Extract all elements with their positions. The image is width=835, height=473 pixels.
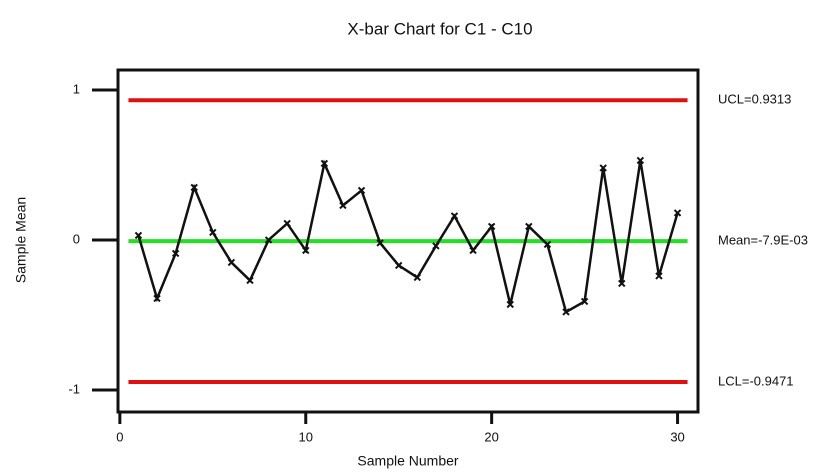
chart-title: X-bar Chart for C1 - C10 [347, 19, 532, 38]
y-tick-label: 0 [73, 231, 80, 246]
y-tick-label: 1 [73, 81, 80, 96]
control-limit-label: Mean=-7.9E-03 [718, 233, 808, 248]
control-limit-label: UCL=0.9313 [718, 92, 791, 107]
x-tick-label: 20 [484, 429, 498, 444]
y-axis-title: Sample Mean [13, 197, 29, 283]
x-tick-label: 0 [116, 429, 123, 444]
y-tick-label: -1 [68, 381, 80, 396]
control-limit-label: LCL=-0.9471 [718, 373, 794, 388]
x-tick-label: 10 [299, 429, 313, 444]
x-axis-title: Sample Number [357, 453, 458, 469]
x-tick-label: 30 [670, 429, 684, 444]
data-line [138, 160, 677, 312]
chart: X-bar Chart for C1 - C10 Sample Number S… [0, 0, 835, 473]
page: {"chart_data": { "type": "line", "title"… [0, 0, 835, 473]
